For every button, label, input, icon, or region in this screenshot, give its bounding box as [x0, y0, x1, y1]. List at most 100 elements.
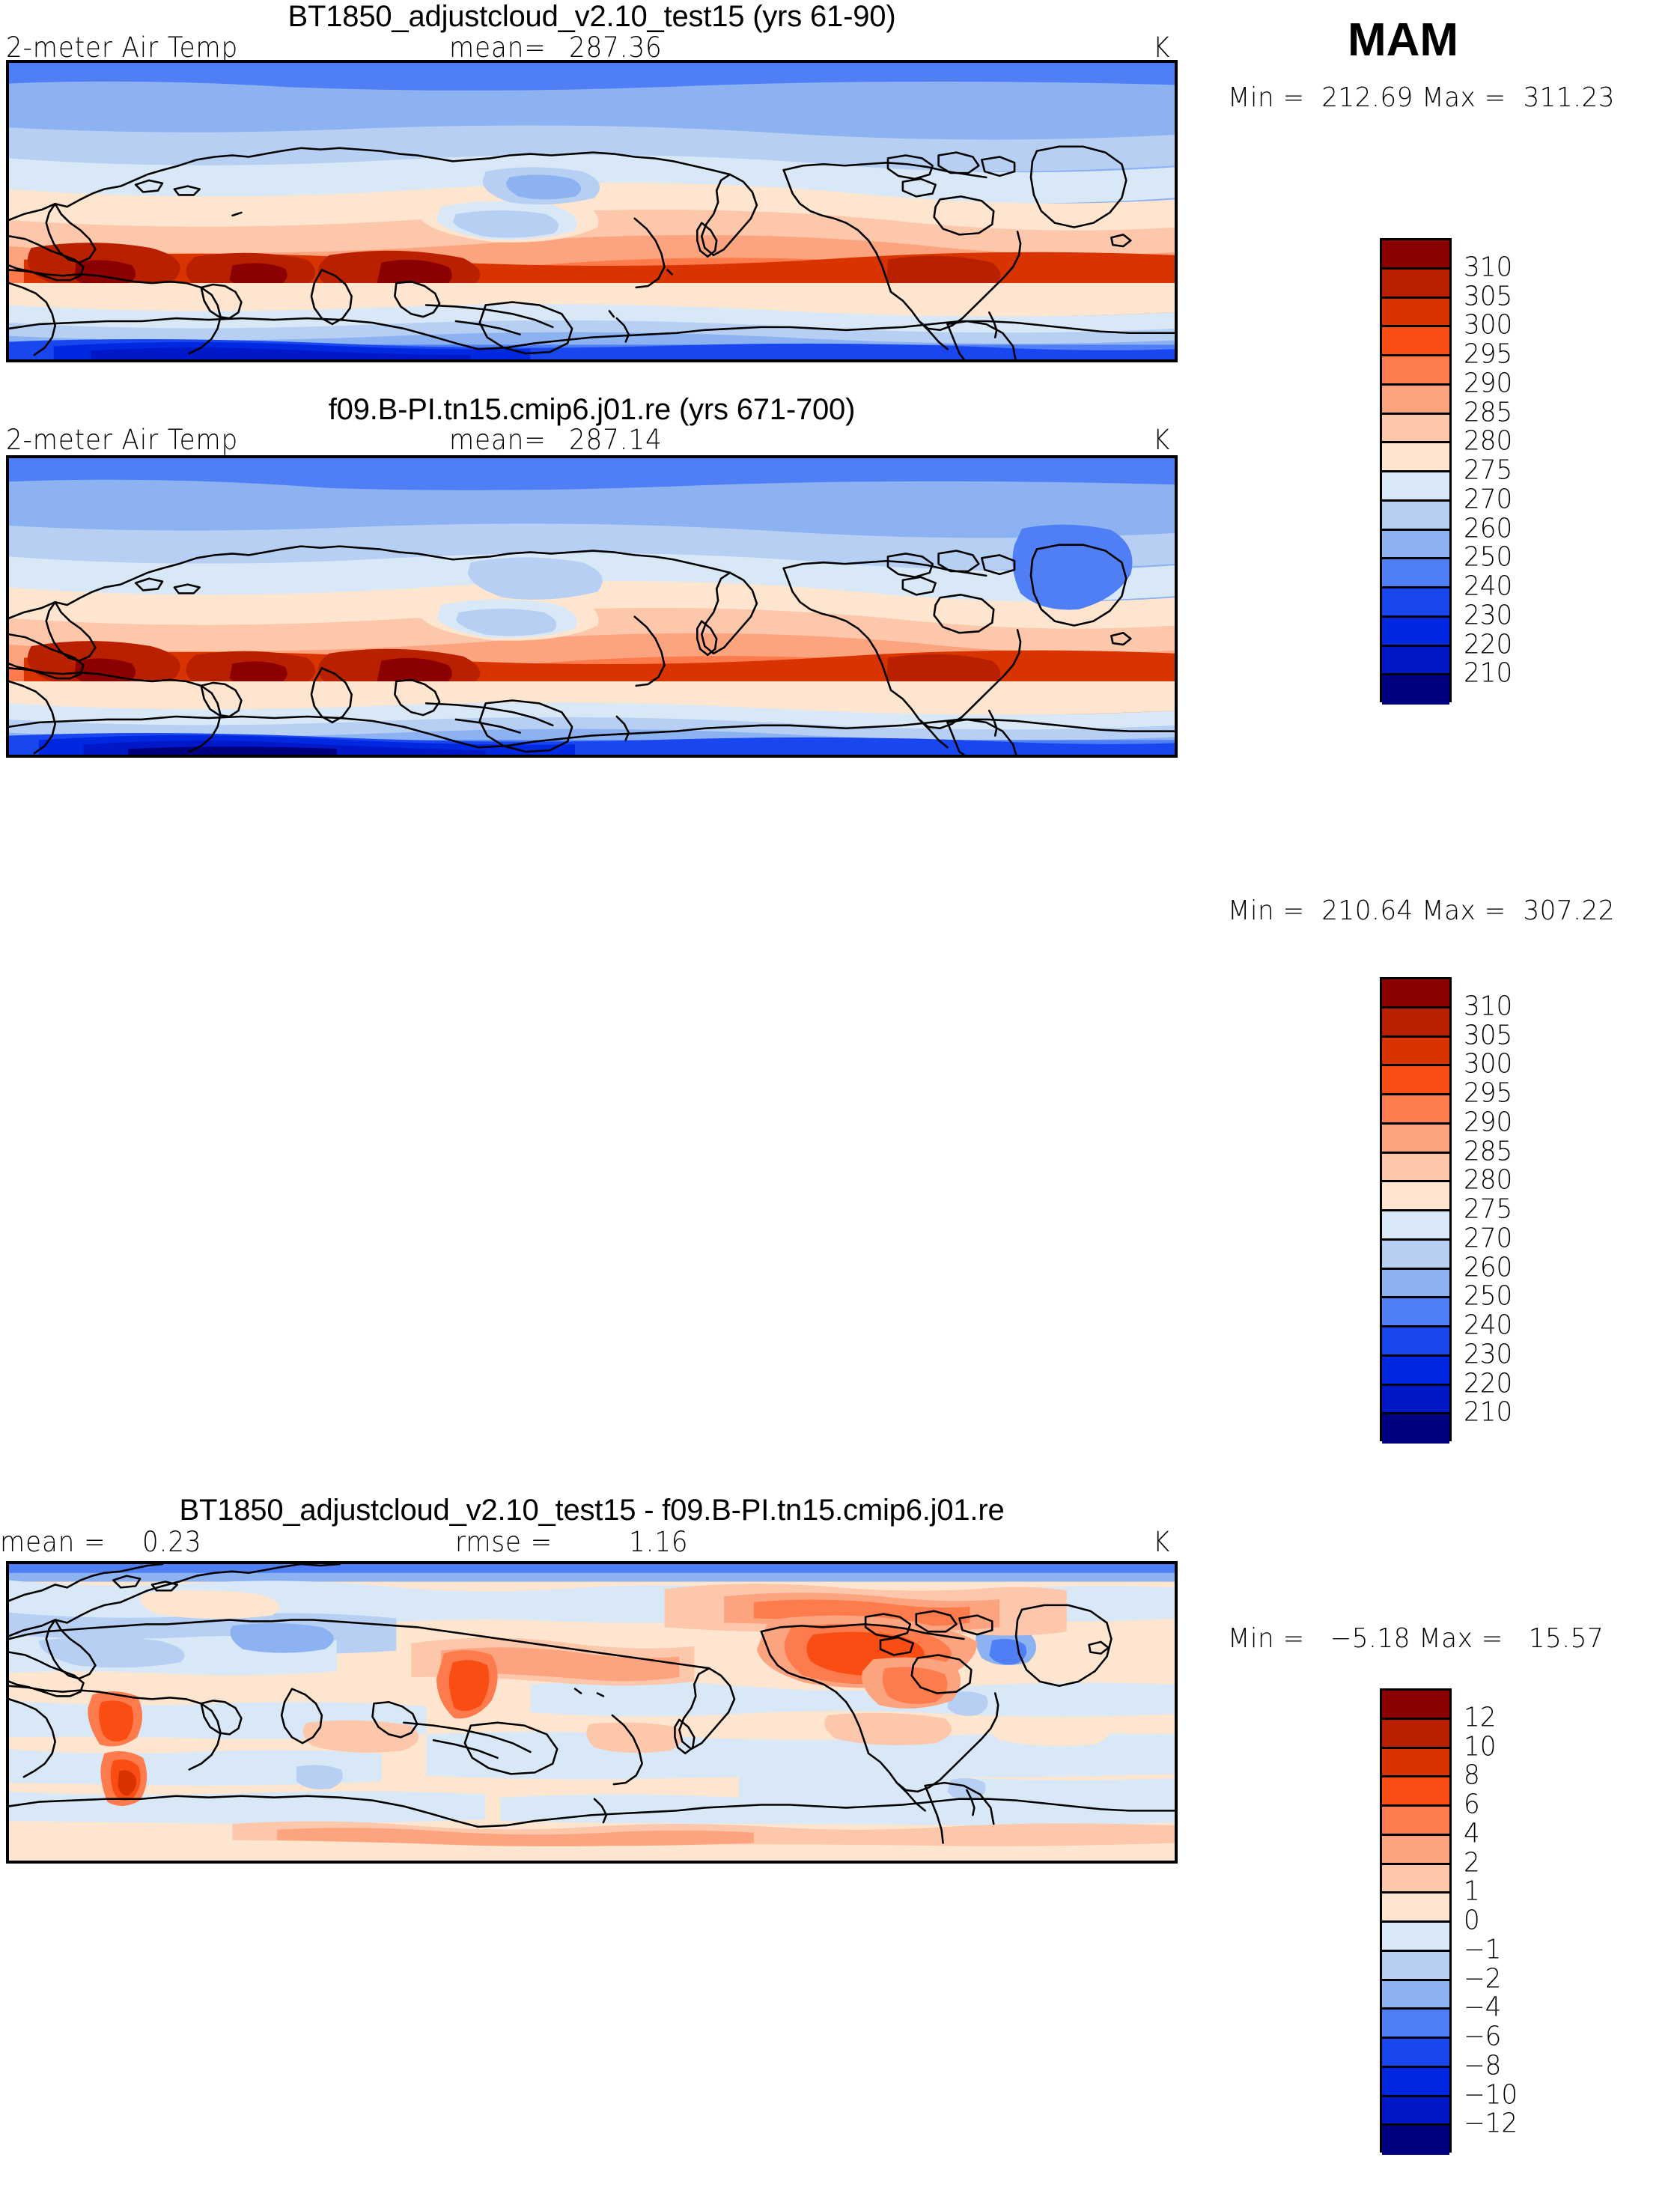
- map-bottom-canvas: [9, 1564, 1175, 1861]
- colorbar-middle: 310 305 300 295 290 285 280 275 270 260 250 240 230 2…: [1380, 977, 1512, 1444]
- colorbar-band: [1382, 1298, 1449, 1327]
- colorbar-band: [1382, 1211, 1449, 1241]
- map-middle-svg: [9, 458, 1175, 755]
- colorbar-tick-label: 310: [1464, 252, 1513, 283]
- colorbar-band: [1382, 588, 1449, 618]
- colorbar-tick-label: −1: [1464, 1934, 1502, 1965]
- panel-bottom-minmax: Min = −5.18 Max = 15.57: [1228, 1623, 1604, 1654]
- colorbar-band: [1382, 1327, 1449, 1357]
- colorbar-tick-label: 280: [1464, 425, 1513, 457]
- panel-top-units-label: K: [1153, 31, 1171, 64]
- colorbar-band: [1382, 414, 1449, 444]
- colorbar-bottom-ticks: 12 10 8 6 4 2 1 0 −1 −2 −4 −6 −8 −10 −12: [1380, 1688, 1604, 2153]
- panel-middle-mean-label: mean=: [449, 424, 547, 456]
- colorbar-tick-label: 240: [1464, 1310, 1513, 1341]
- panel-top-title: BT1850_adjustcloud_v2.10_test15 (yrs 61-…: [287, 0, 896, 33]
- colorbar-tick-label: 210: [1464, 657, 1513, 689]
- colorbar-band: [1382, 356, 1449, 386]
- colorbar-band: [1382, 1980, 1449, 2010]
- colorbar-band: [1382, 559, 1449, 588]
- panel-bottom-rmse-label: rmse =: [455, 1526, 553, 1558]
- colorbar-band: [1382, 501, 1449, 531]
- colorbar-tick-label: 300: [1464, 1048, 1513, 1080]
- colorbar-top: 310 305 300 295 290 285 280 275 270 260 250 240 230 2…: [1380, 238, 1512, 705]
- colorbar-tick-label: 220: [1464, 1368, 1513, 1399]
- colorbar-band: [1382, 2096, 1449, 2126]
- colorbar-tick-label: 250: [1464, 1280, 1513, 1312]
- colorbar-tick-label: 1: [1464, 1876, 1480, 1907]
- colorbar-tick-label: 305: [1464, 281, 1513, 311]
- colorbar-band: [1382, 530, 1449, 560]
- colorbar-top-bands: [1380, 238, 1452, 705]
- colorbar-band: [1382, 1356, 1449, 1386]
- map-top-canvas: [9, 63, 1175, 359]
- panel-bottom-rmse-value: 1.16: [629, 1526, 689, 1558]
- colorbar-middle-bands: [1380, 977, 1452, 1444]
- panel-bottom-units-label: K: [1153, 1526, 1171, 1558]
- colorbar-band: [1382, 327, 1449, 356]
- panel-bottom-mean-value: 0.23: [142, 1526, 202, 1558]
- colorbar-band: [1382, 1951, 1449, 1981]
- colorbar-band: [1382, 1864, 1449, 1894]
- colorbar-band: [1382, 1719, 1449, 1749]
- colorbar-tick-label: 290: [1464, 1107, 1513, 1138]
- colorbar-tick-label: 295: [1464, 338, 1513, 370]
- colorbar-tick-label: 290: [1464, 368, 1513, 399]
- colorbar-band: [1382, 2067, 1449, 2097]
- panel-middle-units-label: K: [1153, 424, 1171, 456]
- colorbar-tick-label: 4: [1464, 1818, 1480, 1849]
- colorbar-band: [1382, 1777, 1449, 1807]
- panel-middle-mean-value: 287.14: [569, 424, 663, 456]
- panel-middle-title: f09.B-PI.tn15.cmip6.j01.re (yrs 671-700): [328, 393, 856, 426]
- colorbar-tick-label: 12: [1464, 1702, 1497, 1733]
- colorbar-tick-label: 295: [1464, 1077, 1513, 1109]
- colorbar-tick-label: −8: [1464, 2050, 1502, 2081]
- colorbar-band: [1382, 2039, 1449, 2068]
- colorbar-tick-label: 240: [1464, 571, 1513, 602]
- colorbar-tick-label: −6: [1464, 2021, 1502, 2052]
- colorbar-tick-label: 305: [1464, 1020, 1513, 1050]
- colorbar-tick-label: 260: [1464, 513, 1513, 544]
- panel-top-minmax: Min = 212.69 Max = 311.23: [1228, 82, 1615, 113]
- panel-top-mean-value: 287.36: [569, 31, 663, 64]
- map-panel-middle[interactable]: [6, 455, 1178, 758]
- panel-middle-minmax: Min = 210.64 Max = 307.22: [1228, 895, 1615, 926]
- colorbar-band: [1382, 1414, 1449, 1444]
- colorbar-tick-label: 0: [1464, 1905, 1480, 1936]
- map-bottom-svg: [9, 1564, 1175, 1861]
- colorbar-band: [1382, 617, 1449, 647]
- colorbar-middle-ticks: 310 305 300 295 290 285 280 275 270 260 250 240 230 2…: [1380, 977, 1604, 1441]
- colorbar-tick-label: 275: [1464, 1193, 1513, 1225]
- colorbar-band: [1382, 1066, 1449, 1095]
- colorbar-band: [1382, 269, 1449, 299]
- colorbar-band: [1382, 1008, 1449, 1038]
- colorbar-tick-label: 285: [1464, 397, 1513, 428]
- colorbar-tick-label: 275: [1464, 454, 1513, 486]
- colorbar-band: [1382, 979, 1449, 1009]
- colorbar-tick-label: −2: [1464, 1963, 1502, 1994]
- colorbar-band: [1382, 472, 1449, 502]
- colorbar-band: [1382, 1182, 1449, 1211]
- map-panel-bottom[interactable]: [6, 1561, 1178, 1864]
- colorbar-tick-label: 280: [1464, 1164, 1513, 1196]
- colorbar-tick-label: 220: [1464, 629, 1513, 660]
- map-panel-top[interactable]: [6, 60, 1178, 362]
- colorbar-tick-label: 8: [1464, 1759, 1480, 1791]
- colorbar-band: [1382, 1691, 1449, 1720]
- colorbar-band: [1382, 2010, 1449, 2039]
- colorbar-tick-label: −12: [1464, 2108, 1518, 2139]
- colorbar-tick-label: 230: [1464, 600, 1513, 631]
- colorbar-band: [1382, 1124, 1449, 1154]
- panel-top-mean-label: mean=: [449, 31, 547, 64]
- panel-bottom-mean-label: mean =: [0, 1526, 106, 1558]
- colorbar-band: [1382, 646, 1449, 676]
- colorbar-tick-label: −10: [1464, 2079, 1518, 2110]
- colorbar-band: [1382, 1807, 1449, 1836]
- colorbar-band: [1382, 1923, 1449, 1952]
- colorbar-bottom-bands: [1380, 1688, 1452, 2155]
- colorbar-band: [1382, 240, 1449, 270]
- season-label: MAM: [1348, 14, 1459, 66]
- colorbar-tick-label: 230: [1464, 1339, 1513, 1370]
- colorbar-tick-label: 310: [1464, 991, 1513, 1022]
- colorbar-band: [1382, 2126, 1449, 2155]
